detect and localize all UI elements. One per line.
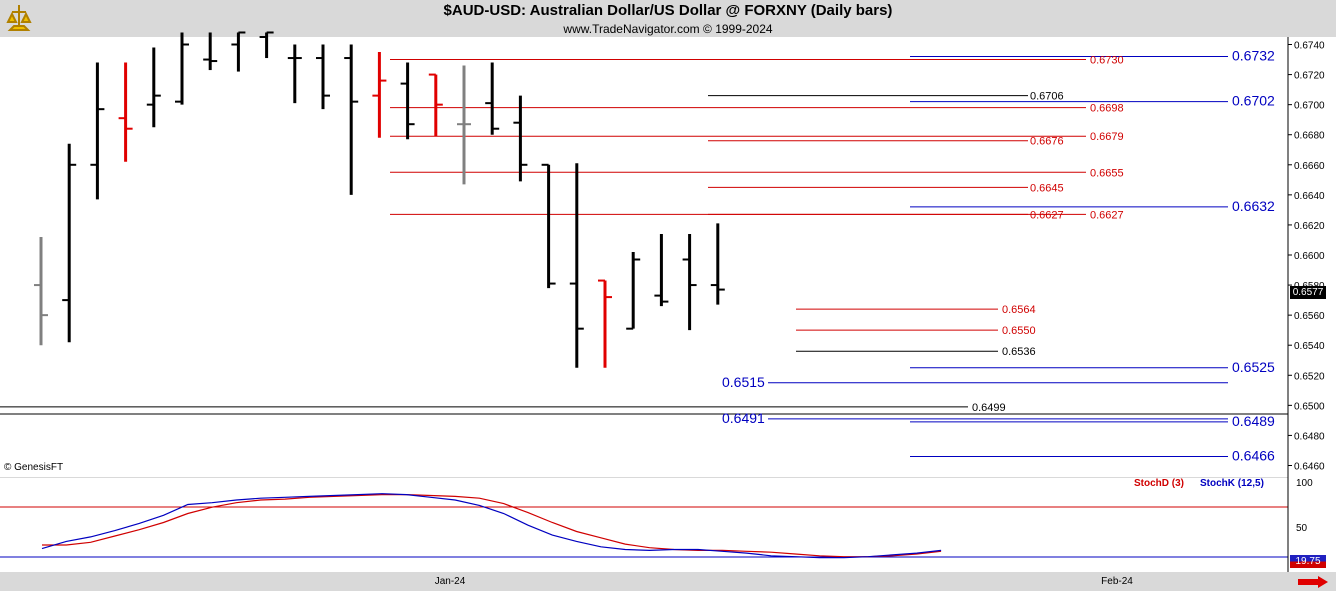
y-tick-label: 0.6700 bbox=[1294, 101, 1325, 112]
price-level-label: 0.6632 bbox=[1232, 198, 1275, 214]
chart-title: $AUD-USD: Australian Dollar/US Dollar @ … bbox=[443, 2, 893, 19]
y-tick-label: 0.6520 bbox=[1294, 371, 1325, 382]
y-tick-label: 0.6740 bbox=[1294, 41, 1325, 52]
price-level-label: 0.6730 bbox=[1090, 55, 1124, 67]
price-level-label: 0.6564 bbox=[1002, 304, 1036, 316]
y-axis-bg bbox=[1288, 37, 1336, 572]
price-level-label: 0.6706 bbox=[1030, 91, 1064, 103]
stoch-tick-label: 100 bbox=[1296, 478, 1313, 489]
stoch-tick-label: 50 bbox=[1296, 523, 1308, 534]
scroll-right-arrow-icon[interactable] bbox=[1298, 576, 1328, 588]
price-level-label: 0.6702 bbox=[1232, 93, 1275, 109]
stoch-value-badge: 19.75 bbox=[1290, 555, 1326, 568]
y-tick-label: 0.6600 bbox=[1294, 251, 1325, 262]
stoch-panel-bg bbox=[0, 478, 1288, 572]
price-level-label: 0.6655 bbox=[1090, 167, 1124, 179]
price-panel-bg bbox=[0, 37, 1288, 477]
price-level-label: 0.6515 bbox=[722, 374, 765, 390]
y-tick-label: 0.6640 bbox=[1294, 191, 1325, 202]
price-level-label: 0.6698 bbox=[1090, 103, 1124, 115]
legend-stoch-k: StochK (12,5) bbox=[1200, 478, 1264, 489]
x-tick-label: Feb-24 bbox=[1101, 576, 1133, 587]
trade-navigator-logo bbox=[6, 5, 32, 31]
price-level-label: 0.6676 bbox=[1030, 136, 1064, 148]
price-level-label: 0.6627 bbox=[1090, 209, 1124, 221]
y-tick-label: 0.6560 bbox=[1294, 311, 1325, 322]
chart-subtitle: www.TradeNavigator.com © 1999-2024 bbox=[563, 22, 773, 36]
x-tick-label: Jan-24 bbox=[435, 576, 466, 587]
y-tick-label: 0.6660 bbox=[1294, 161, 1325, 172]
y-tick-label: 0.6500 bbox=[1294, 401, 1325, 412]
legend-stoch-d: StochD (3) bbox=[1134, 478, 1184, 489]
price-level-label: 0.6627 bbox=[1030, 209, 1064, 221]
stoch-series-line bbox=[42, 494, 942, 558]
price-level-label: 0.6679 bbox=[1090, 131, 1124, 143]
y-tick-label: 0.6680 bbox=[1294, 131, 1325, 142]
price-level-label: 0.6499 bbox=[972, 402, 1006, 414]
y-tick-label: 0.6480 bbox=[1294, 431, 1325, 442]
price-level-label: 0.6732 bbox=[1232, 48, 1275, 64]
price-level-label: 0.6489 bbox=[1232, 413, 1275, 429]
y-tick-label: 0.6460 bbox=[1294, 461, 1325, 472]
y-tick-label: 0.6620 bbox=[1294, 221, 1325, 232]
price-level-label: 0.6466 bbox=[1232, 447, 1275, 463]
price-level-label: 0.6550 bbox=[1002, 325, 1036, 337]
y-tick-label: 0.6720 bbox=[1294, 71, 1325, 82]
y-tick-label: 0.6540 bbox=[1294, 341, 1325, 352]
data-provider-watermark: © GenesisFT bbox=[4, 462, 64, 473]
stoch-series-line bbox=[41, 493, 942, 559]
price-level-label: 0.6525 bbox=[1232, 359, 1275, 375]
price-level-label: 0.6491 bbox=[722, 410, 765, 426]
price-level-label: 0.6536 bbox=[1002, 346, 1036, 358]
price-level-label: 0.6645 bbox=[1030, 182, 1064, 194]
last-price-badge: 0.6577 bbox=[1290, 286, 1326, 299]
